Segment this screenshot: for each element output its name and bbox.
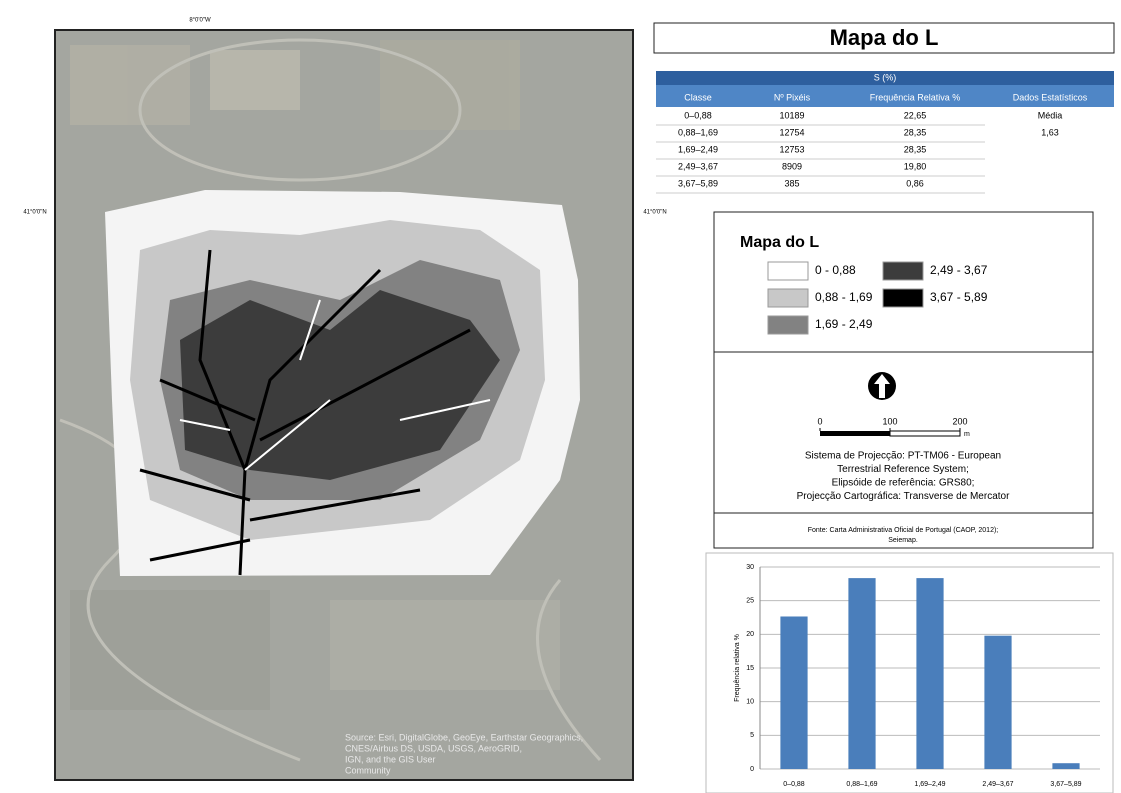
title: Mapa do L bbox=[830, 25, 939, 50]
source-info: Fonte: Carta Administrativa Oficial de P… bbox=[808, 527, 999, 544]
table-cell: 10189 bbox=[779, 110, 804, 120]
table-cell: 385 bbox=[784, 178, 799, 188]
projection-line: Elipsóide de referência: GRS80; bbox=[832, 478, 975, 489]
table-header: Dados Estatísticos bbox=[1013, 92, 1088, 102]
attribution-line: IGN, and the GIS User bbox=[345, 754, 436, 764]
projection-info: Sistema de Projecção: PT-TM06 - European… bbox=[797, 451, 1011, 503]
table-cell: 8909 bbox=[782, 161, 802, 171]
table-header: Nº Pixéis bbox=[774, 92, 811, 102]
source-line: Seiemap. bbox=[888, 537, 918, 544]
x-tick-label: 2,49–3,67 bbox=[982, 781, 1013, 788]
table-cell: 0–0,88 bbox=[684, 110, 712, 120]
scale-label: 100 bbox=[882, 416, 897, 426]
table-cell: 28,35 bbox=[904, 144, 927, 154]
table-cell: 0,86 bbox=[906, 178, 924, 188]
y-axis-label: Frequência relativa % bbox=[734, 634, 741, 702]
y-tick-label: 30 bbox=[746, 564, 754, 571]
table-cell: 0,88–1,69 bbox=[678, 127, 718, 137]
legend-swatch bbox=[767, 261, 809, 281]
scale-label: 200 bbox=[952, 416, 967, 426]
legend-swatch bbox=[882, 288, 924, 308]
title-box bbox=[653, 22, 1115, 54]
table-cell: 12754 bbox=[779, 127, 804, 137]
table-cell: 22,65 bbox=[904, 110, 927, 120]
bar bbox=[1052, 763, 1080, 769]
table-cell: 3,67–5,89 bbox=[678, 178, 718, 188]
legend-swatch bbox=[882, 261, 924, 281]
table-header-bar bbox=[656, 85, 1114, 107]
projection-line: Projecção Cartográfica: Transverse de Me… bbox=[797, 491, 1011, 502]
satellite-patches bbox=[59, 38, 602, 762]
legend-label: 0 - 0,88 bbox=[815, 263, 856, 277]
map: 8°0'0"W 41°0'0"N 41°0'0"N Source: Esri, … bbox=[23, 18, 667, 781]
source-line: Fonte: Carta Administrativa Oficial de P… bbox=[808, 527, 999, 534]
scale-unit: m bbox=[964, 431, 970, 438]
bar bbox=[780, 616, 808, 769]
chart: 0 5 10 15 20 25 30 Frequência relativa % 0–0,88 0… bbox=[734, 564, 1100, 788]
legend-label: 1,69 - 2,49 bbox=[815, 317, 873, 331]
legend-title: Mapa do L bbox=[740, 234, 819, 251]
y-tick-label: 20 bbox=[746, 631, 754, 638]
stats-table: S (%) Classe Nº Pixéis Frequência Relativa… bbox=[656, 71, 1114, 194]
class-area bbox=[180, 290, 500, 480]
scale-bar: 0 100 200 m bbox=[817, 416, 970, 437]
legend-swatch bbox=[767, 315, 809, 335]
table-cell: 1,69–2,49 bbox=[678, 144, 718, 154]
x-tick-label: 3,67–5,89 bbox=[1050, 781, 1081, 788]
attribution: Source: Esri, DigitalGlobe, GeoEye, Eart… bbox=[345, 732, 583, 775]
x-tick-label: 1,69–2,49 bbox=[914, 781, 945, 788]
chart-box bbox=[705, 552, 1114, 793]
y-tick-label: 5 bbox=[750, 732, 754, 739]
x-tick-label: 0,88–1,69 bbox=[846, 781, 877, 788]
coord-label: 8°0'0"W bbox=[189, 18, 211, 24]
bar bbox=[984, 635, 1012, 769]
channel bbox=[139, 249, 471, 576]
legend-swatch bbox=[767, 288, 809, 308]
bar bbox=[848, 578, 876, 769]
legend-label: 2,49 - 3,67 bbox=[930, 263, 988, 277]
table-stat: Média bbox=[1038, 110, 1063, 120]
projection-line: Terrestrial Reference System; bbox=[837, 464, 969, 475]
legend-label: 3,67 - 5,89 bbox=[930, 290, 988, 304]
attribution-line: Source: Esri, DigitalGlobe, GeoEye, Eart… bbox=[345, 732, 583, 742]
y-tick-label: 10 bbox=[746, 699, 754, 706]
coord-label: 41°0'0"N bbox=[643, 210, 666, 216]
table-header: Classe bbox=[684, 92, 712, 102]
legend-label: 0,88 - 1,69 bbox=[815, 290, 873, 304]
y-tick-label: 25 bbox=[746, 598, 754, 605]
table-cell: 28,35 bbox=[904, 127, 927, 137]
table-stat: 1,63 bbox=[1041, 127, 1059, 137]
table-caption-bar bbox=[656, 71, 1114, 85]
x-tick-label: 0–0,88 bbox=[783, 781, 805, 788]
table-cell: 19,80 bbox=[904, 161, 927, 171]
north-arrow bbox=[868, 372, 896, 400]
table-header: Frequência Relativa % bbox=[870, 92, 961, 102]
table-caption: S (%) bbox=[874, 72, 897, 82]
table-cell: 12753 bbox=[779, 144, 804, 154]
scale-label: 0 bbox=[817, 416, 822, 426]
y-tick-label: 0 bbox=[750, 766, 754, 773]
y-tick-label: 15 bbox=[746, 665, 754, 672]
attribution-line: CNES/Airbus DS, USDA, USGS, AeroGRID, bbox=[345, 743, 522, 753]
channel-highlight bbox=[179, 299, 491, 471]
attribution-line: Community bbox=[345, 765, 391, 775]
projection-line: Sistema de Projecção: PT-TM06 - European bbox=[805, 451, 1001, 462]
bar bbox=[916, 578, 944, 769]
table-cell: 2,49–3,67 bbox=[678, 161, 718, 171]
coord-label: 41°0'0"N bbox=[23, 210, 46, 216]
legend: 0 - 0,88 0,88 - 1,69 1,69 - 2,49 2,49 - 3,6… bbox=[767, 261, 988, 335]
